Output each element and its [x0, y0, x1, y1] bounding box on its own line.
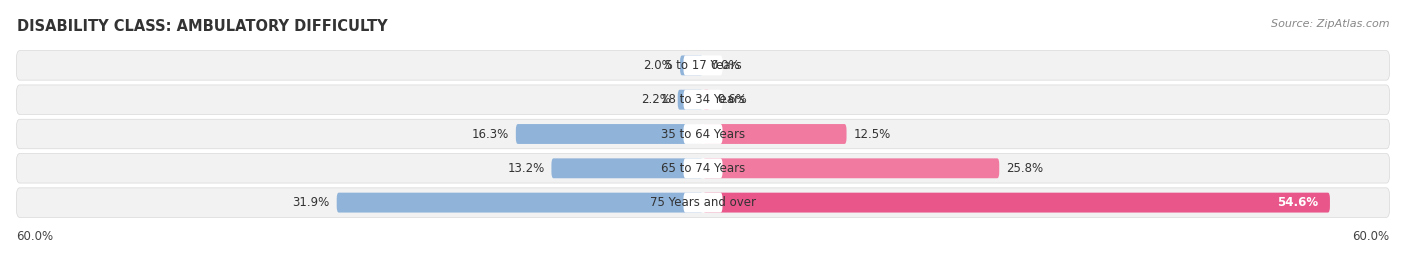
FancyBboxPatch shape: [17, 188, 1389, 217]
FancyBboxPatch shape: [336, 193, 703, 213]
Text: 54.6%: 54.6%: [1277, 196, 1319, 209]
Text: 31.9%: 31.9%: [292, 196, 330, 209]
Text: 0.0%: 0.0%: [710, 59, 740, 72]
FancyBboxPatch shape: [516, 124, 703, 144]
Text: 35 to 64 Years: 35 to 64 Years: [661, 128, 745, 140]
FancyBboxPatch shape: [17, 85, 1389, 114]
Text: 65 to 74 Years: 65 to 74 Years: [661, 162, 745, 175]
Text: 2.0%: 2.0%: [644, 59, 673, 72]
Text: 13.2%: 13.2%: [508, 162, 544, 175]
FancyBboxPatch shape: [703, 90, 710, 110]
Text: Source: ZipAtlas.com: Source: ZipAtlas.com: [1271, 19, 1389, 29]
Text: 2.2%: 2.2%: [641, 93, 671, 106]
FancyBboxPatch shape: [683, 55, 723, 75]
FancyBboxPatch shape: [551, 158, 703, 178]
Text: 18 to 34 Years: 18 to 34 Years: [661, 93, 745, 106]
Text: DISABILITY CLASS: AMBULATORY DIFFICULTY: DISABILITY CLASS: AMBULATORY DIFFICULTY: [17, 19, 388, 34]
FancyBboxPatch shape: [703, 124, 846, 144]
Text: 12.5%: 12.5%: [853, 128, 890, 140]
Text: 5 to 17 Years: 5 to 17 Years: [665, 59, 741, 72]
FancyBboxPatch shape: [683, 124, 723, 144]
FancyBboxPatch shape: [683, 90, 723, 110]
FancyBboxPatch shape: [683, 158, 723, 178]
Text: 75 Years and over: 75 Years and over: [650, 196, 756, 209]
FancyBboxPatch shape: [703, 193, 1330, 213]
FancyBboxPatch shape: [17, 154, 1389, 183]
FancyBboxPatch shape: [681, 55, 703, 75]
FancyBboxPatch shape: [683, 193, 723, 213]
FancyBboxPatch shape: [678, 90, 703, 110]
FancyBboxPatch shape: [17, 51, 1389, 80]
Text: 16.3%: 16.3%: [471, 128, 509, 140]
FancyBboxPatch shape: [703, 158, 1000, 178]
Text: 60.0%: 60.0%: [17, 230, 53, 243]
FancyBboxPatch shape: [17, 119, 1389, 149]
Text: 25.8%: 25.8%: [1007, 162, 1043, 175]
Text: 0.6%: 0.6%: [717, 93, 747, 106]
Text: 60.0%: 60.0%: [1353, 230, 1389, 243]
